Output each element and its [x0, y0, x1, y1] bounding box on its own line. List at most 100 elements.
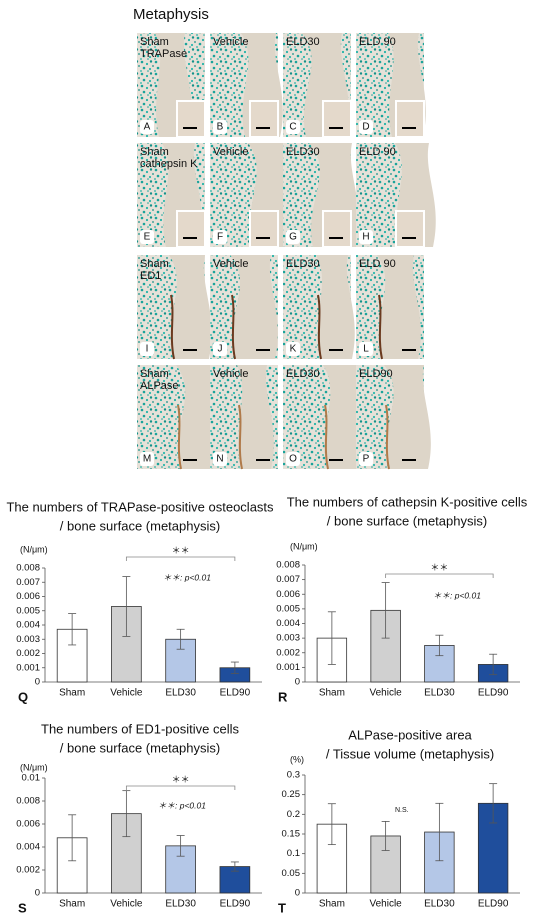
y-tick-label: 0	[295, 888, 300, 899]
panel-letter: C	[289, 122, 296, 133]
stain	[378, 294, 383, 360]
panel-label: ELD30	[286, 368, 320, 380]
x-tick-label: Sham	[319, 899, 345, 910]
y-tick-label: 0.002	[16, 648, 40, 659]
panel-label: ELD30	[286, 146, 320, 158]
x-tick-label: Vehicle	[110, 688, 143, 699]
panel-label: ELD30	[286, 36, 320, 48]
inset	[322, 100, 352, 138]
y-tick-label: 0.006	[276, 589, 300, 600]
y-tick-label: 0.005	[16, 605, 40, 616]
bone	[230, 255, 278, 359]
letter-box	[140, 230, 154, 244]
inset	[249, 100, 279, 138]
panel-letter: H	[362, 232, 369, 243]
panel-letter: J	[218, 344, 223, 355]
chart-title: / bone surface (metaphysis)	[327, 513, 487, 528]
y-tick-label: 0.15	[282, 829, 301, 840]
y-tick-label: 0.25	[282, 789, 301, 800]
panel-label: Sham	[140, 146, 169, 158]
panel-label: ELD 90	[359, 258, 396, 270]
panel-letter: E	[144, 232, 151, 243]
panel-label: ELD30	[286, 258, 320, 270]
panel-letter: Q	[18, 689, 28, 704]
y-axis-label: (N/μm)	[290, 541, 318, 551]
panel-letter: F	[217, 232, 223, 243]
y-tick-label: 0	[295, 677, 300, 688]
panel-letter: T	[278, 900, 286, 915]
stain	[317, 294, 322, 360]
panel-label: Vehicle	[213, 146, 248, 158]
panel-label: ELD90	[359, 368, 393, 380]
letter-box	[359, 452, 373, 466]
panel-label: Sham	[140, 36, 169, 48]
significance-bracket	[125, 556, 236, 561]
panel-label: cathepsin K	[140, 158, 198, 170]
x-tick-label: Vehicle	[110, 899, 143, 910]
y-tick-label: 0.007	[16, 577, 40, 588]
stain	[385, 404, 390, 470]
x-tick-label: ELD30	[424, 899, 455, 910]
chart-title: / bone surface (metaphysis)	[60, 518, 220, 533]
y-tick-label: 0.1	[287, 848, 300, 859]
chart-title: The numbers of cathepsin K-positive cell…	[287, 494, 528, 509]
significance-mark: ＊＊	[172, 545, 190, 555]
x-tick-label: ELD30	[165, 688, 196, 699]
stain	[238, 404, 243, 470]
x-tick-label: Sham	[319, 688, 345, 699]
letter-box	[213, 342, 227, 356]
panel-letter: I	[146, 344, 149, 355]
y-tick-label: 0.003	[16, 634, 40, 645]
stain	[324, 404, 329, 470]
letter-box	[213, 230, 227, 244]
letter-box	[286, 342, 300, 356]
letter-box	[359, 120, 373, 134]
y-tick-label: 0.005	[276, 603, 300, 614]
stain	[170, 294, 175, 360]
panel-letter: S	[18, 900, 27, 915]
y-tick-label: 0.006	[16, 591, 40, 602]
y-tick-label: 0.008	[16, 563, 40, 574]
y-tick-label: 0.2	[287, 809, 300, 820]
panel-label: TRAPase	[140, 48, 187, 60]
panel-letter: N	[216, 454, 223, 465]
y-tick-label: 0	[35, 677, 40, 688]
y-tick-label: 0.002	[16, 865, 40, 876]
panel-letter: P	[363, 454, 370, 465]
x-tick-label: ELD30	[165, 899, 196, 910]
stain	[177, 404, 182, 470]
y-tick-label: 0.006	[16, 819, 40, 830]
y-tick-label: 0.002	[276, 647, 300, 658]
letter-box	[140, 452, 154, 466]
p-note: ＊＊: p<0.01	[433, 590, 481, 600]
x-tick-label: ELD90	[478, 688, 509, 699]
letter-box	[213, 452, 227, 466]
panel-letter: M	[143, 454, 151, 465]
panel-letter: K	[290, 344, 297, 355]
bone	[237, 365, 274, 469]
y-axis-label: (N/μm)	[20, 544, 48, 554]
bone	[169, 255, 212, 359]
x-tick-label: ELD90	[478, 899, 509, 910]
figure-title: Metaphysis	[133, 6, 209, 23]
x-tick-label: ELD90	[220, 688, 251, 699]
y-tick-label: 0.01	[22, 773, 41, 784]
bone	[384, 365, 431, 469]
y-tick-label: 0.007	[276, 574, 300, 585]
x-tick-label: ELD30	[424, 688, 455, 699]
x-tick-label: Sham	[59, 688, 85, 699]
bone	[316, 255, 355, 359]
x-tick-label: Vehicle	[370, 688, 403, 699]
y-tick-label: 0	[35, 888, 40, 899]
chart-title: The numbers of TRAPase-positive osteocla…	[6, 499, 274, 514]
y-tick-label: 0.001	[276, 662, 300, 673]
x-tick-label: Sham	[59, 899, 85, 910]
chart-title: / Tissue volume (metaphysis)	[326, 746, 494, 761]
bone	[323, 365, 365, 469]
letter-box	[140, 342, 154, 356]
y-tick-label: 0.008	[16, 796, 40, 807]
inset	[395, 210, 425, 248]
chart-title: ALPase-positive area	[348, 727, 472, 742]
y-tick-label: 0.05	[282, 868, 301, 879]
letter-box	[140, 120, 154, 134]
